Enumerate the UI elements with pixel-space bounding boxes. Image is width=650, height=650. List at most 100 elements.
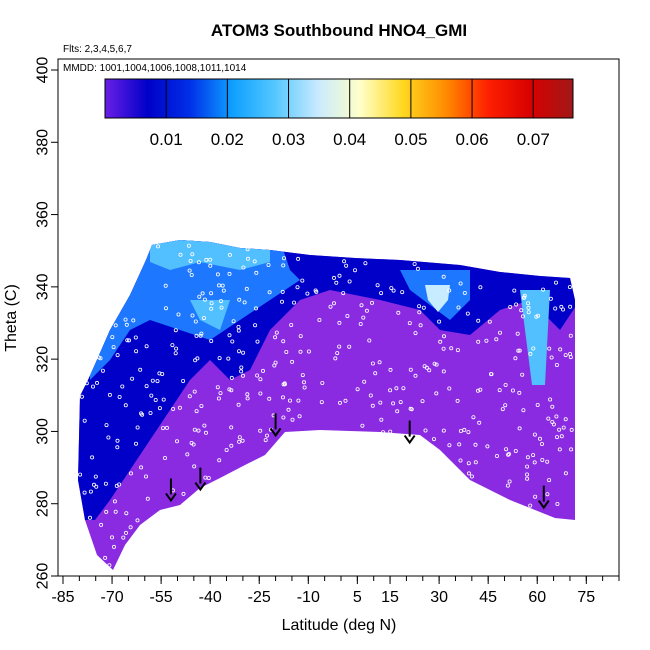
observation-point xyxy=(344,263,349,268)
plot-frame xyxy=(57,58,620,577)
observation-point xyxy=(296,256,301,261)
observation-point xyxy=(525,455,530,460)
arrow-markers xyxy=(165,413,550,510)
observation-point xyxy=(485,444,490,449)
observation-point xyxy=(190,252,195,257)
observation-point xyxy=(236,328,241,333)
observation-point xyxy=(171,406,176,411)
observation-point xyxy=(561,307,566,312)
observation-point xyxy=(177,405,182,410)
observation-point xyxy=(236,402,241,407)
observation-point xyxy=(115,353,120,358)
observation-point xyxy=(391,401,396,406)
observation-point xyxy=(337,320,342,325)
observation-points xyxy=(78,243,574,568)
y-tick-label: 320 xyxy=(35,346,52,373)
observation-point xyxy=(244,286,249,291)
observation-point xyxy=(362,379,367,384)
observation-point xyxy=(441,274,446,279)
observation-point xyxy=(160,426,165,431)
observation-point xyxy=(100,368,105,373)
observation-point xyxy=(224,447,229,452)
observation-point xyxy=(447,386,452,391)
observation-point xyxy=(517,348,522,353)
observation-point xyxy=(227,333,232,338)
observation-point xyxy=(240,373,245,378)
observation-point xyxy=(194,409,199,414)
observation-point xyxy=(291,300,296,305)
observation-point xyxy=(363,261,368,266)
chart-title: ATOM3 Southbound HNO4_GMI xyxy=(211,21,467,40)
observation-point xyxy=(281,339,286,344)
observation-point xyxy=(337,400,342,405)
observation-point xyxy=(124,511,129,516)
observation-point xyxy=(298,349,303,354)
observation-point xyxy=(90,455,95,460)
observation-point xyxy=(93,474,98,479)
observation-point xyxy=(328,304,333,309)
observation-point xyxy=(127,338,132,343)
observation-point xyxy=(263,438,268,443)
observation-point xyxy=(284,349,289,354)
observation-point xyxy=(229,375,234,380)
observation-point xyxy=(296,398,301,403)
observation-point xyxy=(198,333,203,338)
observation-point xyxy=(368,393,373,398)
colorbar-border xyxy=(104,78,574,119)
observation-point xyxy=(187,268,192,273)
observation-point xyxy=(347,344,352,349)
observation-point xyxy=(287,398,292,403)
observation-point xyxy=(236,324,241,329)
x-tick-label: -10 xyxy=(297,589,320,606)
observation-point xyxy=(203,475,208,480)
observation-point xyxy=(466,461,471,466)
colorbar-tick-label: 0.01 xyxy=(150,130,183,149)
observation-point xyxy=(455,398,460,403)
observation-point xyxy=(301,380,306,385)
observation-point xyxy=(381,430,386,435)
observation-point xyxy=(466,471,471,476)
observation-point xyxy=(415,266,420,271)
observation-point xyxy=(209,306,214,311)
observation-point xyxy=(281,415,286,420)
observation-point xyxy=(389,286,394,291)
observation-point xyxy=(140,412,145,417)
observation-point xyxy=(355,387,360,392)
observation-point xyxy=(421,305,426,310)
x-tick-label: 75 xyxy=(577,589,595,606)
observation-point xyxy=(239,365,244,370)
observation-point xyxy=(422,364,427,369)
x-tick-label: -25 xyxy=(248,589,271,606)
observation-point xyxy=(489,372,494,377)
observation-point xyxy=(79,394,84,399)
observation-point xyxy=(88,489,93,494)
observation-point xyxy=(267,396,272,401)
colorbar xyxy=(104,78,574,119)
observation-point xyxy=(528,503,533,508)
observation-point xyxy=(227,387,232,392)
observation-point xyxy=(503,382,508,387)
observation-point xyxy=(185,452,190,457)
observation-point xyxy=(267,290,272,295)
observation-point xyxy=(260,368,265,373)
observation-point xyxy=(229,443,234,448)
observation-point xyxy=(281,263,286,268)
observation-point xyxy=(115,445,120,450)
observation-point xyxy=(548,296,553,301)
observation-point xyxy=(254,270,259,275)
observation-point xyxy=(245,247,250,252)
observation-point xyxy=(202,423,207,428)
observation-point xyxy=(525,472,530,477)
colorbar-tick-label: 0.03 xyxy=(272,130,305,149)
observation-point xyxy=(300,373,305,378)
observation-point xyxy=(201,316,206,321)
observation-point xyxy=(546,416,551,421)
observation-point xyxy=(226,356,231,361)
observation-point xyxy=(219,305,224,310)
field-band-highest xyxy=(425,285,450,312)
observation-point xyxy=(513,356,518,361)
observation-point xyxy=(559,434,564,439)
observation-point xyxy=(359,303,364,308)
observation-point xyxy=(515,331,520,336)
observation-point xyxy=(197,294,202,299)
